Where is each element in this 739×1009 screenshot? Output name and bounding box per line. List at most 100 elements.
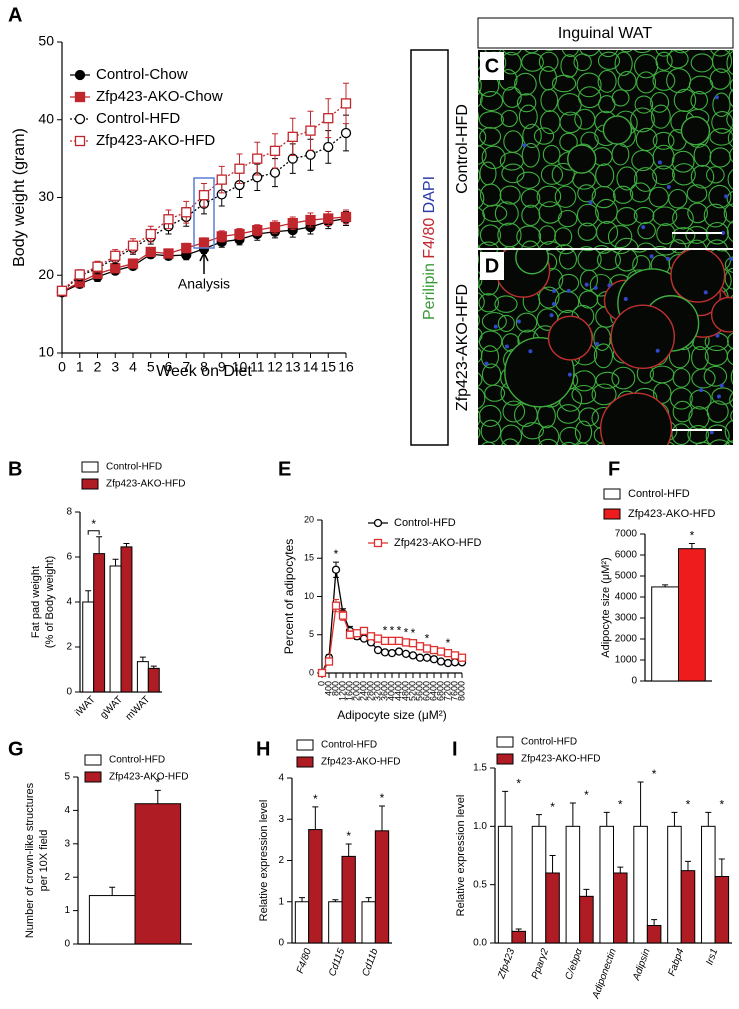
error-bar <box>651 919 658 926</box>
cell <box>560 54 579 78</box>
x-tick-label: Cd11b <box>360 947 380 978</box>
marker <box>394 636 404 646</box>
bar <box>714 876 730 944</box>
cell <box>521 142 540 168</box>
x-tick-label: 4400 <box>393 681 403 701</box>
header-box <box>477 17 734 49</box>
y-axis-label: (% of Body weight) <box>44 556 56 648</box>
cell <box>679 444 686 445</box>
cell <box>501 163 525 184</box>
x-tick-label: 0 <box>58 359 66 375</box>
cell <box>715 250 729 252</box>
cell <box>666 50 689 69</box>
x-tick-label: 2000 <box>351 681 361 701</box>
y-tick-label: 5 <box>309 629 314 639</box>
cell <box>542 144 561 165</box>
large-cell <box>670 250 726 303</box>
x-tick-label: 1200 <box>337 681 347 701</box>
bar <box>361 901 376 944</box>
legend-swatch <box>603 488 621 500</box>
x-tick-label: 4000 <box>386 681 396 701</box>
error-bar <box>154 789 161 804</box>
y-tick-label: 1000 <box>615 655 638 666</box>
y-tick-label: 0.5 <box>473 879 487 890</box>
marker <box>110 250 121 261</box>
y-axis-label: Percent of adipocytes <box>282 539 296 654</box>
marker <box>110 263 121 274</box>
y-tick-label: 2000 <box>615 634 638 645</box>
cell <box>726 51 733 75</box>
marker <box>422 653 432 662</box>
legend-label: Control-HFD <box>321 740 377 751</box>
bar <box>294 901 310 944</box>
cell <box>727 332 733 350</box>
cell <box>612 185 634 204</box>
cell <box>633 50 652 54</box>
y-axis-label: Adipocyte size (μM²) <box>600 557 612 657</box>
nucleus <box>522 143 527 148</box>
bracket <box>87 530 100 535</box>
marker <box>415 653 425 662</box>
cell <box>478 75 482 96</box>
cell <box>671 423 692 445</box>
cell <box>540 88 559 113</box>
cell <box>617 71 637 92</box>
legend-marker <box>74 135 86 147</box>
legend-swatch <box>296 756 314 768</box>
marker <box>305 214 316 226</box>
cell <box>708 439 731 445</box>
cell <box>514 72 537 96</box>
marker <box>443 658 453 668</box>
row-label: Control-HFD <box>454 104 471 194</box>
legend-label: Zfp423-AKO-HFD <box>106 479 185 490</box>
marker <box>317 668 327 678</box>
cell <box>522 123 542 149</box>
cell <box>478 387 486 410</box>
cell <box>712 92 731 118</box>
cell <box>459 39 477 57</box>
cell <box>711 387 733 405</box>
error-bar <box>549 855 556 873</box>
cell <box>500 424 523 445</box>
cell <box>481 312 507 332</box>
cell <box>499 185 521 205</box>
x-tick-label: mWAT <box>124 694 153 723</box>
nucleus <box>623 296 628 301</box>
cell <box>671 227 696 245</box>
cell <box>724 256 733 273</box>
cell <box>502 86 522 108</box>
marker <box>305 149 316 160</box>
cell <box>554 185 577 208</box>
cell <box>580 246 593 248</box>
marker <box>269 167 281 178</box>
cell <box>478 188 485 209</box>
legend-swatch <box>81 478 99 490</box>
cell <box>607 224 633 248</box>
marker <box>436 657 446 666</box>
marker <box>234 163 245 174</box>
cell <box>533 127 555 145</box>
cell <box>687 202 708 224</box>
legend-label: Zfp423-AKO-Chow <box>96 88 223 105</box>
x-tick-label: Adiponectin <box>590 947 619 1001</box>
legend-label: Zfp423-AKO-HFD <box>96 132 215 149</box>
y-tick-label: 5000 <box>615 571 638 582</box>
marker <box>380 636 390 646</box>
cell <box>727 169 733 190</box>
marker <box>92 261 103 272</box>
x-tick-label: 9 <box>218 359 226 375</box>
bar <box>497 825 513 944</box>
cell <box>515 312 538 333</box>
header: Inguinal WAT <box>558 25 652 42</box>
cell <box>478 444 479 445</box>
cell <box>730 369 733 385</box>
cell <box>502 400 526 423</box>
cell <box>729 147 733 163</box>
cell <box>480 345 500 369</box>
y-tick-label: 10 <box>304 591 314 601</box>
nucleus <box>567 372 572 377</box>
cell <box>558 250 578 270</box>
cell <box>555 244 573 248</box>
marker <box>323 141 334 153</box>
marker <box>429 655 439 664</box>
